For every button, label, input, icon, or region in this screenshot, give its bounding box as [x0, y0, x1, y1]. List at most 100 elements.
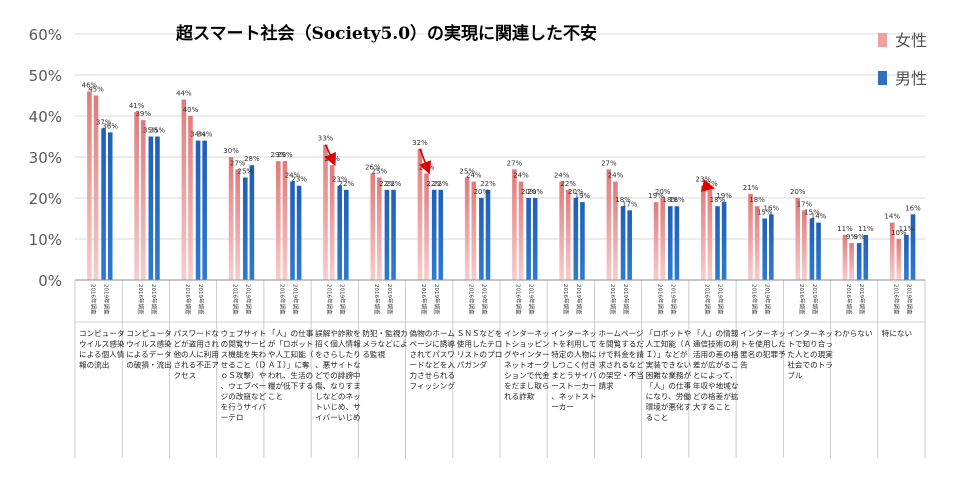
year-label: 2019年調査 [858, 284, 866, 315]
data-label: 26% [365, 163, 381, 171]
change-arrow [701, 179, 716, 192]
year-label: 2019年調査 [339, 284, 347, 315]
category-label: 誤解や詐欺を招く個人情報をさらしたり、悪サイトなどでの誹謗中傷、なりすましなどの… [315, 328, 361, 422]
category-label: パスワードなどが盗用され他の人に利用される不正アクセス [173, 329, 219, 380]
data-label: 15% [757, 209, 773, 217]
bar-male-2019 [580, 202, 585, 280]
change-arrow [324, 144, 336, 167]
y-tick-label: 0% [38, 272, 62, 290]
bar-female-2016 [512, 169, 517, 280]
bar-female-2016 [464, 177, 470, 280]
bar-male-2019 [863, 234, 869, 280]
year-label: 2019年調査 [433, 284, 441, 315]
year-label: 2016年調査 [704, 284, 712, 315]
bar-male-2019 [155, 136, 160, 280]
bar-male-2016 [479, 198, 484, 280]
year-label: 2019年調査 [764, 284, 772, 315]
data-label: 23% [332, 176, 348, 184]
data-label: 19% [575, 192, 591, 200]
bar-male-2016 [809, 218, 815, 280]
category-label: 「人」の情報通信技術の利活用の差の格差が広がることによって、年収や地域などの格差… [693, 328, 739, 412]
bar-female-2016 [228, 157, 234, 280]
data-label: 22% [560, 180, 576, 188]
data-label: 35% [143, 127, 159, 135]
category-label: コンピュータウイルス感染による個人情報の流出 [79, 329, 125, 370]
year-label: 2016年調査 [90, 284, 98, 315]
year-label: 2019年調査 [480, 284, 488, 315]
category-label: インターネットを利用して特定の人物にしつこく付きまとうサイバーストーカー、ネット… [551, 329, 597, 412]
year-label: 2016年調査 [137, 284, 145, 315]
data-label: 19% [716, 192, 732, 200]
year-label: 2016年調査 [515, 284, 523, 315]
bar-male-2019 [910, 214, 916, 280]
data-label: 19% [648, 192, 664, 200]
data-label: 24% [608, 172, 624, 180]
y-tick-label: 40% [29, 108, 62, 126]
year-label: 2016年調査 [609, 284, 617, 315]
year-label: 2019年調査 [197, 284, 205, 315]
year-label: 2019年調査 [528, 284, 536, 315]
bar-female-2019 [93, 95, 99, 280]
data-label: 29% [277, 151, 293, 159]
year-label: 2016年調査 [373, 284, 381, 315]
category-label: 「ロボットや人工知能（ＡＩ）」などが実装できない困難な業務が「人」の仕事になり、… [646, 329, 692, 422]
bar-male-2016 [431, 189, 437, 280]
category-label: インターネットで知り合った人との現実社会でのトラブル [787, 329, 833, 380]
bar-female-2019 [282, 161, 288, 280]
bar-female-2019 [471, 181, 477, 280]
bar-female-2019 [424, 173, 429, 280]
bar-male-2019 [344, 189, 349, 280]
data-label: 20% [521, 188, 537, 196]
y-tick-label: 60% [29, 26, 62, 44]
bar-female-2019 [896, 239, 902, 280]
category-label: インターネットを使用した匿名の犯罪予告 [740, 329, 786, 370]
bar-male-2019 [627, 210, 632, 280]
year-label: 2016年調査 [892, 284, 900, 315]
bar-female-2016 [889, 222, 895, 280]
bar-male-2019 [816, 222, 821, 280]
data-label: 41% [129, 102, 145, 110]
data-label: 27% [230, 159, 246, 167]
data-label: 10% [891, 229, 907, 237]
data-label: 25% [459, 168, 475, 176]
legend-label-male: 男性 [895, 69, 928, 88]
data-label: 24% [466, 172, 482, 180]
category-label: ホームページを閲覧するだけで料金を請求されるなどの架空・不当請求 [598, 329, 644, 391]
year-label: 2016年調査 [845, 284, 853, 315]
year-label: 2019年調査 [150, 284, 158, 315]
data-label: 16% [764, 204, 780, 212]
bar-male-2019 [438, 189, 444, 280]
bar-male-2019 [391, 189, 396, 280]
data-label: 33% [318, 135, 334, 143]
data-label: 18% [669, 196, 685, 204]
legend-item-male: 男性 [878, 65, 955, 91]
category-label: 偽物のホームページに誘導されてパスワードなどを入力させられるフィッシング [410, 328, 456, 391]
data-label: 18% [710, 196, 726, 204]
data-label: 24% [513, 172, 529, 180]
category-label: ウェブサイトの閲覧サービス機能を失わせること（ＤｏＳ攻撃）や、ウェブページの改竄… [221, 328, 267, 422]
bar-female-2016 [653, 202, 659, 280]
data-label: 17% [622, 200, 638, 208]
data-label: 9% [846, 233, 857, 241]
bar-female-2019 [660, 198, 665, 280]
data-label: 18% [749, 196, 765, 204]
data-label: 20% [474, 188, 490, 196]
bar-female-2019 [188, 116, 193, 280]
bar-female-2016 [134, 111, 139, 281]
year-label: 2019年調査 [103, 284, 111, 315]
bar-male-2016 [337, 185, 343, 280]
data-label: 28% [244, 155, 260, 163]
year-label: 2016年調査 [562, 284, 570, 315]
bar-female-2016 [417, 148, 423, 280]
year-label: 2019年調査 [669, 284, 677, 315]
year-label: 2016年調査 [467, 284, 475, 315]
bar-male-2016 [620, 206, 626, 280]
category-label: ＳＮＳなどを使用したテロリストのプロパガンダ [457, 329, 503, 370]
year-label: 2016年調査 [420, 284, 428, 315]
y-tick-label: 10% [29, 231, 62, 249]
data-label: 22% [379, 180, 395, 188]
bar-female-2016 [276, 161, 281, 280]
data-label: 20% [655, 188, 671, 196]
bar-male-2019 [721, 202, 727, 280]
